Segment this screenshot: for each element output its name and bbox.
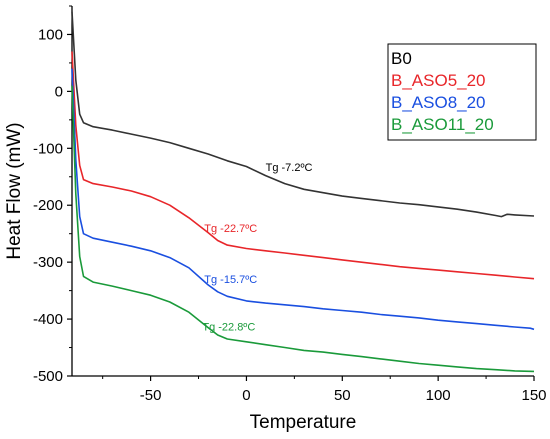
tg-annotation-0: Tg -7.2ºC bbox=[266, 162, 313, 174]
x-tick-label: -50 bbox=[140, 387, 162, 404]
y-tick-label: 0 bbox=[55, 83, 63, 100]
legend-entry-0: B0 bbox=[391, 49, 412, 68]
legend-entry-3: B_ASO11_20 bbox=[391, 115, 494, 134]
y-tick-label: -300 bbox=[33, 254, 63, 271]
y-tick-label: -500 bbox=[33, 368, 63, 385]
x-tick-label: 0 bbox=[242, 387, 250, 404]
y-tick-label: -400 bbox=[33, 311, 63, 328]
legend-box bbox=[387, 43, 537, 141]
y-tick-label: -200 bbox=[33, 197, 63, 214]
x-tick-label: 150 bbox=[521, 387, 546, 404]
legend: B0 B_ASO5_20 B_ASO8_20 B_ASO11_20 bbox=[387, 43, 537, 141]
legend-entry-2: B_ASO8_20 bbox=[391, 93, 486, 112]
series-line-0 bbox=[71, 11, 535, 218]
annotations-group: Tg -7.2ºC Tg -22.7ºC Tg -15.7ºC Tg -22.8ºC bbox=[202, 162, 312, 333]
legend-entry-1: B_ASO5_20 bbox=[391, 71, 486, 90]
series-line-2 bbox=[71, 68, 535, 331]
y-axis-title: Heat Flow (mW) bbox=[4, 122, 25, 259]
x-axis-title: Temperature bbox=[250, 412, 357, 433]
x-tick-label: 100 bbox=[426, 387, 451, 404]
x-tick-label: 50 bbox=[334, 387, 351, 404]
y-tick-label: 100 bbox=[38, 26, 63, 43]
tg-annotation-3: Tg -22.8ºC bbox=[202, 321, 255, 333]
tg-annotation-2: Tg -15.7ºC bbox=[204, 274, 257, 286]
series-line-1 bbox=[71, 51, 535, 280]
series-line-3 bbox=[71, 85, 535, 373]
tg-annotation-1: Tg -22.7ºC bbox=[204, 223, 257, 235]
y-tick-label: -100 bbox=[33, 140, 63, 157]
series-group bbox=[71, 11, 535, 373]
